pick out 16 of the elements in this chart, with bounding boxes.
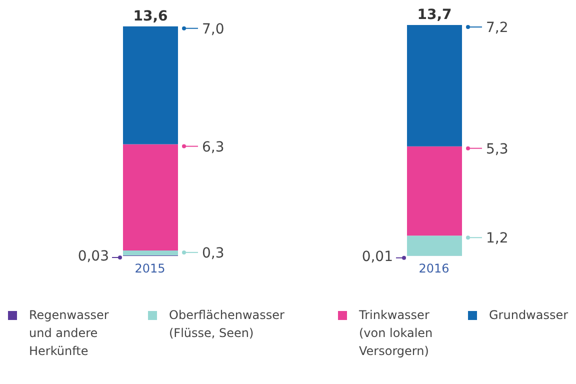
legend-label: Regenwasser und andere Herkünfte bbox=[29, 307, 110, 360]
data-label: 5,3 bbox=[486, 141, 508, 158]
data-label: 7,2 bbox=[486, 20, 508, 36]
data-label: 6,3 bbox=[202, 139, 224, 156]
x-tick-label: 2016 bbox=[418, 262, 450, 276]
data-label: 1,2 bbox=[486, 230, 508, 247]
x-tick-label: 2015 bbox=[134, 262, 166, 276]
data-label: 0,3 bbox=[202, 245, 224, 262]
total-label: 13,7 bbox=[417, 7, 452, 23]
data-label: 0,03 bbox=[78, 248, 109, 264]
total-label: 13,6 bbox=[133, 8, 168, 24]
legend-label: Oberflächenwasser (Flüsse, Seen) bbox=[169, 307, 286, 342]
data-label: 7,0 bbox=[202, 21, 224, 38]
legend-label: Grundwasser bbox=[489, 307, 570, 324]
data-label: 0,01 bbox=[362, 248, 393, 265]
legend-label: Trinkwasser (von lokalen Versorgern) bbox=[359, 307, 434, 360]
